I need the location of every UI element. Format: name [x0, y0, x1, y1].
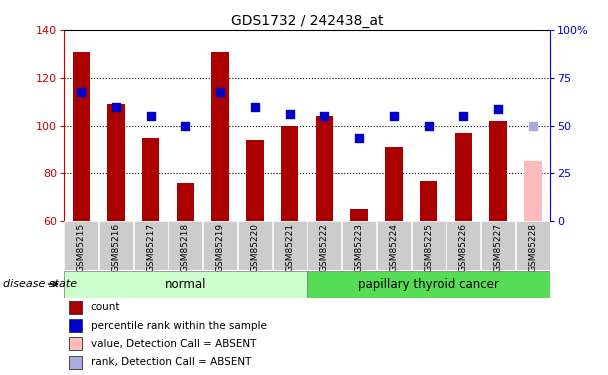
Point	[354, 135, 364, 141]
Title: GDS1732 / 242438_at: GDS1732 / 242438_at	[231, 13, 383, 28]
Text: GSM85223: GSM85223	[354, 223, 364, 272]
FancyBboxPatch shape	[168, 221, 202, 270]
Text: normal: normal	[165, 278, 206, 291]
Bar	[281, 126, 299, 221]
Bar	[420, 181, 437, 221]
Bar	[69, 356, 82, 369]
Bar	[489, 121, 507, 221]
Point	[285, 111, 294, 117]
FancyBboxPatch shape	[272, 221, 306, 270]
Point	[320, 113, 330, 119]
Text: GSM85224: GSM85224	[389, 223, 398, 272]
Point	[389, 113, 399, 119]
Point	[493, 106, 503, 112]
FancyBboxPatch shape	[481, 221, 515, 270]
Bar	[524, 162, 542, 221]
Text: GSM85228: GSM85228	[528, 223, 537, 272]
FancyBboxPatch shape	[99, 221, 133, 270]
Bar	[107, 104, 125, 221]
Text: GSM85222: GSM85222	[320, 223, 329, 272]
Bar	[69, 337, 82, 350]
Point	[146, 113, 156, 119]
Point	[250, 104, 260, 110]
Text: papillary thyroid cancer: papillary thyroid cancer	[358, 278, 499, 291]
Text: GSM85220: GSM85220	[250, 223, 260, 272]
FancyBboxPatch shape	[412, 221, 446, 270]
Point	[458, 113, 468, 119]
Point	[528, 123, 537, 129]
FancyBboxPatch shape	[307, 271, 550, 298]
FancyBboxPatch shape	[377, 221, 411, 270]
Text: GSM85219: GSM85219	[216, 223, 225, 272]
Point	[181, 123, 190, 129]
Text: value, Detection Call = ABSENT: value, Detection Call = ABSENT	[91, 339, 256, 349]
Text: GSM85216: GSM85216	[111, 223, 120, 272]
Text: GSM85227: GSM85227	[494, 223, 503, 272]
FancyBboxPatch shape	[238, 221, 272, 270]
FancyBboxPatch shape	[308, 221, 342, 270]
Bar	[72, 51, 90, 221]
Bar	[350, 209, 368, 221]
Point	[77, 89, 86, 95]
Text: disease state: disease state	[3, 279, 77, 289]
Bar	[385, 147, 402, 221]
Text: GSM85215: GSM85215	[77, 223, 86, 272]
FancyBboxPatch shape	[134, 221, 168, 270]
Text: GSM85217: GSM85217	[146, 223, 155, 272]
Text: GSM85218: GSM85218	[181, 223, 190, 272]
Text: percentile rank within the sample: percentile rank within the sample	[91, 321, 266, 330]
Bar	[246, 140, 264, 221]
Bar	[177, 183, 194, 221]
Point	[424, 123, 434, 129]
Bar	[212, 51, 229, 221]
Point	[111, 104, 121, 110]
Text: GSM85221: GSM85221	[285, 223, 294, 272]
Bar	[316, 116, 333, 221]
Text: GSM85226: GSM85226	[459, 223, 468, 272]
Text: count: count	[91, 302, 120, 312]
FancyBboxPatch shape	[446, 221, 480, 270]
Point	[215, 89, 225, 95]
FancyBboxPatch shape	[203, 221, 237, 270]
FancyBboxPatch shape	[64, 221, 98, 270]
Bar	[69, 301, 82, 314]
Bar	[455, 133, 472, 221]
FancyBboxPatch shape	[342, 221, 376, 270]
Text: rank, Detection Call = ABSENT: rank, Detection Call = ABSENT	[91, 357, 251, 367]
FancyBboxPatch shape	[516, 221, 550, 270]
Bar	[69, 319, 82, 332]
FancyBboxPatch shape	[64, 271, 307, 298]
Bar	[142, 138, 159, 221]
Text: GSM85225: GSM85225	[424, 223, 433, 272]
